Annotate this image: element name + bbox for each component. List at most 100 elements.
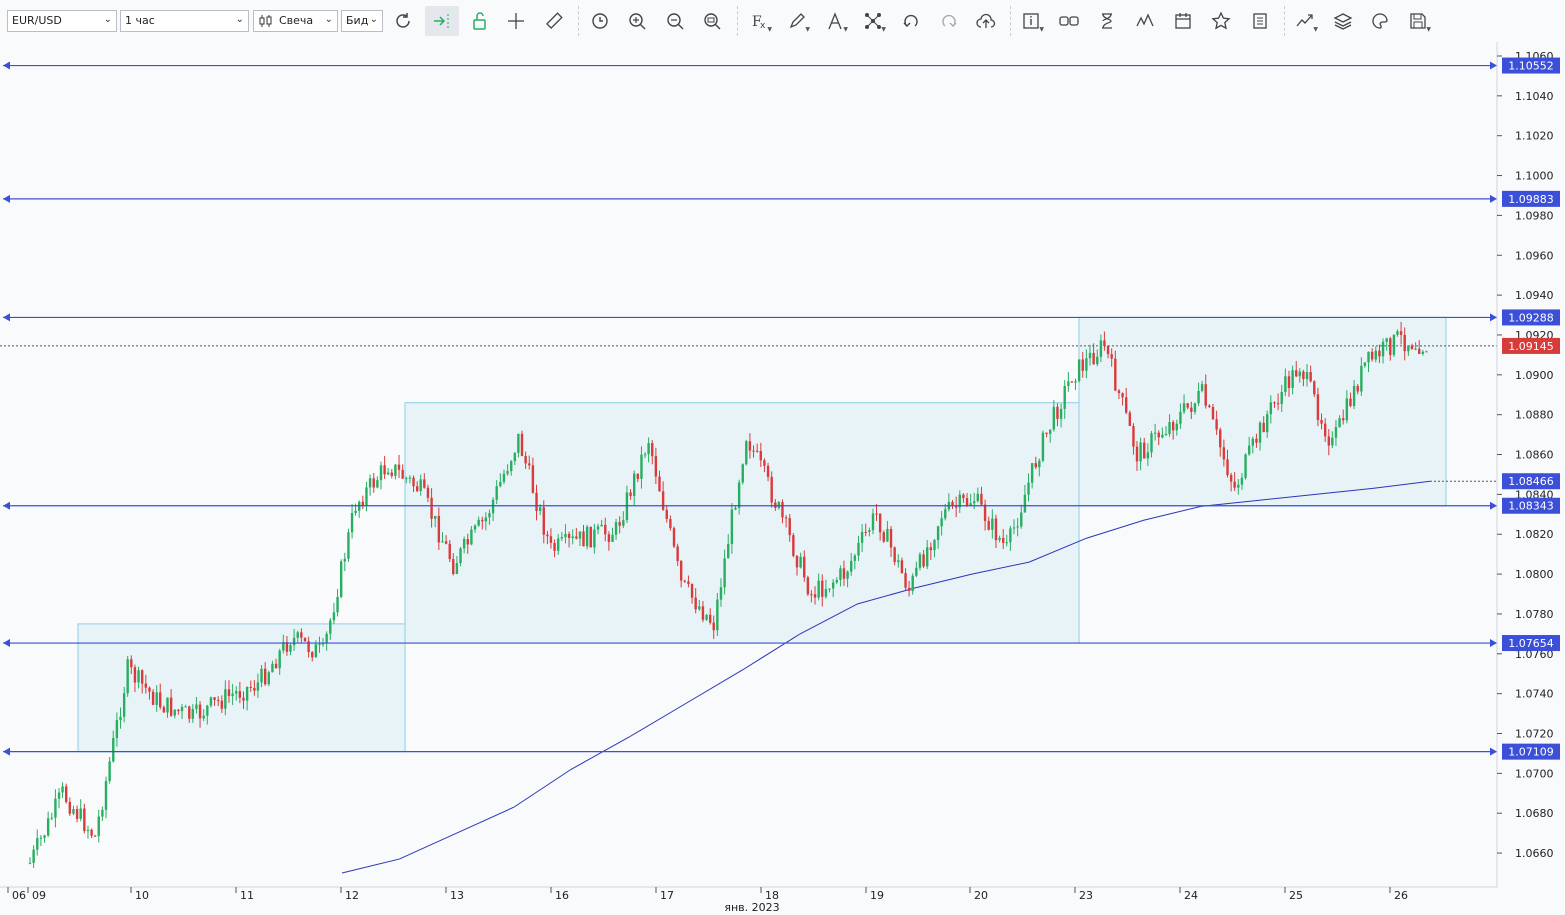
time-button[interactable] <box>585 6 615 36</box>
list-button[interactable] <box>1245 6 1275 36</box>
candle-body <box>202 715 205 719</box>
candle-body <box>1070 381 1074 383</box>
chart-style-button[interactable] <box>1130 6 1160 36</box>
candle-body <box>853 555 857 561</box>
trend-button[interactable]: ▼ <box>1290 6 1320 36</box>
chevron-down-icon: ⌄ <box>235 14 244 25</box>
draw-button[interactable]: ▼ <box>782 6 812 36</box>
caret-down-icon: ▼ <box>805 26 810 33</box>
candle-body <box>1161 434 1164 438</box>
candle-body <box>368 478 372 488</box>
price-chart[interactable]: 1.06601.06801.07001.07201.07401.07601.07… <box>0 42 1565 915</box>
svg-text:x: x <box>760 21 766 31</box>
level-price-label-bg <box>1502 497 1560 514</box>
zoom-out-icon <box>667 13 684 30</box>
info-button[interactable]: ▼ <box>1016 6 1046 36</box>
candle-body <box>1389 338 1392 355</box>
price-tick-label: 1.0680 <box>1515 807 1554 820</box>
candle-body <box>1345 398 1349 421</box>
candle-body <box>50 817 53 819</box>
candle-body <box>263 668 267 685</box>
candle-body <box>1363 362 1367 366</box>
candle-body <box>694 597 697 610</box>
unlock-button[interactable] <box>464 6 494 36</box>
candle-body <box>126 659 129 694</box>
candle-body <box>1128 412 1132 426</box>
time-tick-label: 16 <box>555 889 569 902</box>
candle-body <box>614 522 618 535</box>
candle-body <box>423 479 426 488</box>
candle-body <box>470 529 473 545</box>
layers-button[interactable] <box>1328 6 1358 36</box>
time-axis[interactable]: 06 09 10 11 12 13 16 17 18 19 20 23 24 25 26 <box>7 887 1408 902</box>
candle-body <box>1096 356 1099 365</box>
level-left-arrow <box>3 194 10 203</box>
candle-body <box>1237 484 1240 488</box>
refresh-button[interactable] <box>388 6 418 36</box>
symbol-select[interactable]: EUR/USD ⌄ <box>7 10 117 32</box>
crosshair-button[interactable] <box>501 6 531 36</box>
candle-body <box>875 513 878 515</box>
undo-button[interactable] <box>896 6 926 36</box>
theme-button[interactable] <box>1365 6 1395 36</box>
candle-body <box>1291 370 1294 388</box>
price-tick-label: 1.0760 <box>1515 648 1554 661</box>
level-price-label: 1.09883 <box>1508 193 1554 206</box>
candle-body <box>140 670 144 684</box>
price-side-select-value: Бид <box>346 14 369 27</box>
candle-body <box>604 524 607 535</box>
candle-body <box>303 637 307 642</box>
upload-button[interactable] <box>971 6 1001 36</box>
favorite-button[interactable] <box>1206 6 1236 36</box>
candle-body <box>379 465 383 481</box>
candle-body <box>1360 365 1363 392</box>
candle-body <box>184 706 187 708</box>
candle-body <box>745 441 748 465</box>
timer-button[interactable] <box>1092 6 1122 36</box>
candle-body <box>1247 445 1251 455</box>
current-price-label: 1.09145 <box>1508 340 1554 353</box>
candle-body <box>560 537 564 539</box>
candle-body <box>354 510 357 514</box>
candle-body <box>481 519 484 522</box>
timeframe-select[interactable]: 1 час ⌄ <box>120 10 249 32</box>
candle-body <box>43 835 46 838</box>
candle-body <box>36 838 39 850</box>
candle-body <box>727 544 730 559</box>
trend-icon <box>1296 14 1313 27</box>
candle-body <box>28 862 32 864</box>
candle-body <box>434 515 437 519</box>
save-button[interactable]: ▼ <box>1403 6 1433 36</box>
candle-body <box>477 519 480 526</box>
candle-body <box>962 494 965 499</box>
zoom-fit-button[interactable] <box>697 6 727 36</box>
price-tick-label: 1.0720 <box>1515 728 1554 741</box>
caret-down-icon: ▼ <box>767 26 772 33</box>
calendar-button[interactable] <box>1168 6 1198 36</box>
compare-button[interactable] <box>1054 6 1084 36</box>
candle-body <box>893 547 896 563</box>
candle-body <box>68 801 72 814</box>
candle-body <box>1403 334 1406 352</box>
zoom-out-button[interactable] <box>660 6 690 36</box>
autoscroll-button[interactable] <box>425 6 459 36</box>
candle-body <box>1146 452 1150 459</box>
ruler-button[interactable] <box>539 6 569 36</box>
layers-icon <box>1333 13 1353 30</box>
candle-body <box>1023 494 1027 513</box>
candle-body <box>589 526 592 548</box>
candle-body <box>1215 419 1218 430</box>
zoom-in-button[interactable] <box>622 6 652 36</box>
horizontal-levels[interactable] <box>3 61 1497 756</box>
pattern-tools-button[interactable]: ▼ <box>858 6 888 36</box>
chevron-down-icon: ⌄ <box>324 14 333 25</box>
chart-type-select[interactable]: Свеча ⌄ <box>253 10 338 32</box>
time-tick-label: 18 <box>765 889 779 902</box>
price-side-select[interactable]: Бид ⌄ <box>341 10 383 32</box>
redo-button[interactable] <box>934 6 964 36</box>
candle-body <box>564 533 567 538</box>
candle-body <box>245 686 249 701</box>
text-tools-button[interactable]: ▼ <box>820 6 850 36</box>
candle-body <box>1240 477 1244 485</box>
